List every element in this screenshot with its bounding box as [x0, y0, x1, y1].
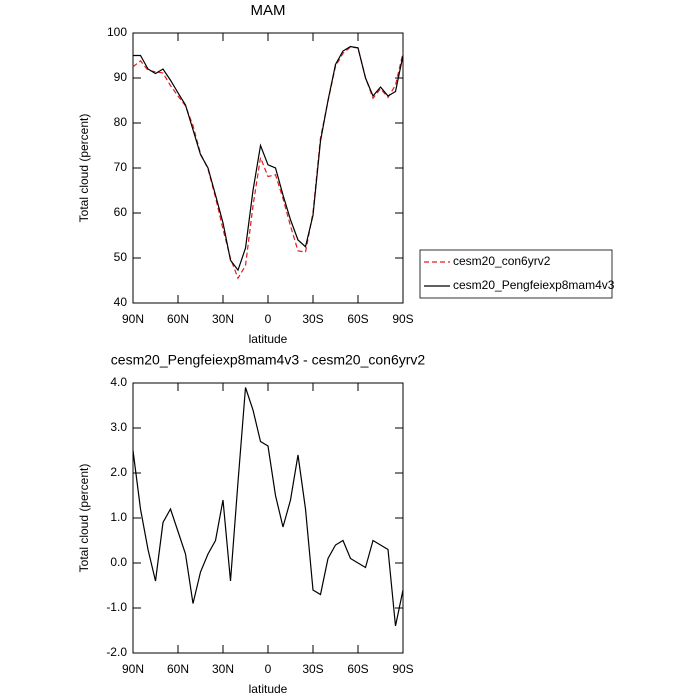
- x-tick-label: 60N: [167, 312, 189, 326]
- x-tick-label: 30S: [302, 312, 323, 326]
- x-tick-label: 90N: [122, 312, 144, 326]
- y-axis-label: Total cloud (percent): [77, 114, 91, 223]
- x-axis-label: latitude: [249, 332, 288, 346]
- y-tick-label: -2.0: [106, 645, 127, 659]
- x-tick-label: 90N: [122, 662, 144, 676]
- legend-box: [419, 249, 613, 299]
- x-tick-label: 0: [265, 312, 272, 326]
- y-tick-label: 50: [114, 250, 128, 264]
- x-tick-label: 30N: [212, 662, 234, 676]
- x-tick-label: 30N: [212, 312, 234, 326]
- y-tick-label: 100: [107, 25, 127, 39]
- chart-title: MAM: [251, 2, 286, 19]
- x-tick-label: 90S: [392, 662, 413, 676]
- y-tick-label: 60: [114, 205, 128, 219]
- x-axis-label: latitude: [249, 682, 288, 696]
- y-tick-label: 1.0: [110, 510, 127, 524]
- y-tick-label: 4.0: [110, 375, 127, 389]
- x-tick-label: 60S: [347, 312, 368, 326]
- y-tick-label: 0.0: [110, 555, 127, 569]
- x-tick-label: 60S: [347, 662, 368, 676]
- y-tick-label: 80: [114, 115, 128, 129]
- data-line: [133, 45, 404, 272]
- plot-frame: [132, 382, 404, 654]
- legend-label: cesm20_Pengfeiexp8mam4v3: [453, 278, 615, 292]
- y-tick-label: 90: [114, 70, 128, 84]
- x-tick-label: 0: [265, 662, 272, 676]
- x-tick-label: 60N: [167, 662, 189, 676]
- y-axis-label: Total cloud (percent): [77, 464, 91, 573]
- data-line: [132, 387, 404, 627]
- x-tick-label: 90S: [392, 312, 413, 326]
- legend-label: cesm20_con6yrv2: [453, 254, 551, 268]
- y-tick-label: 3.0: [110, 420, 127, 434]
- x-tick-label: 30S: [302, 662, 323, 676]
- y-tick-label: 70: [114, 160, 128, 174]
- data-line: [132, 46, 404, 280]
- y-tick-label: -1.0: [106, 600, 127, 614]
- y-tick-label: 2.0: [110, 465, 127, 479]
- plot-frame: [132, 32, 404, 304]
- y-tick-label: 40: [114, 295, 128, 309]
- chart-title: cesm20_Pengfeiexp8mam4v3 - cesm20_con6yr…: [111, 352, 426, 368]
